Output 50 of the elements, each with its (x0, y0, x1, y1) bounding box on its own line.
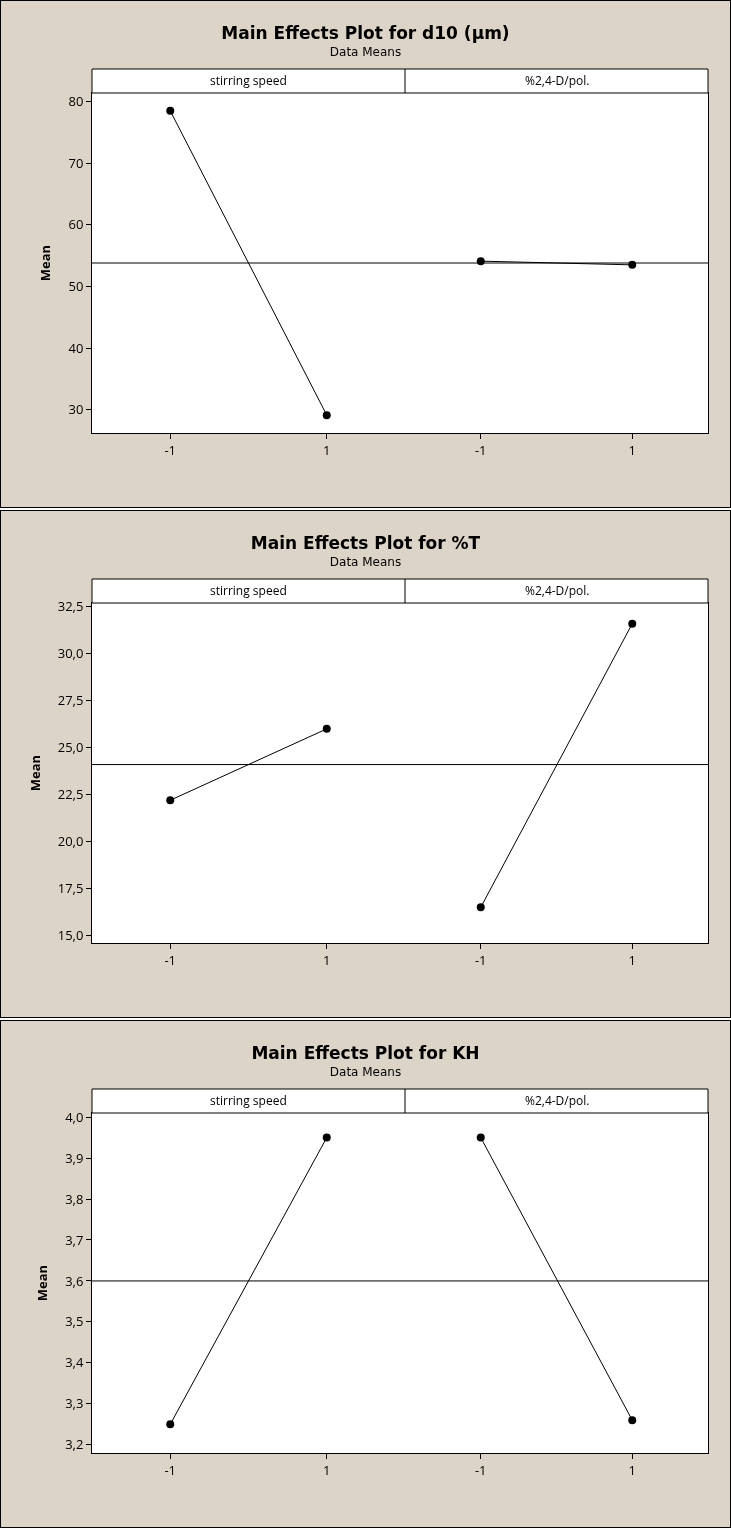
text: stirring speed (210, 1092, 287, 1109)
y-tick-label: 30,0 (57, 644, 84, 663)
y-tick-label: 3,2 (65, 1435, 84, 1454)
y-tick-label: 27,5 (57, 691, 84, 710)
y-tick-label: 15,0 (57, 926, 84, 945)
y-tick-label: 30 (68, 400, 84, 419)
y-tick-label: 3,7 (65, 1230, 84, 1249)
x-tick-label: 1 (628, 1460, 636, 1479)
chart-title: Main Effects Plot for d10 (µm) (220, 23, 511, 43)
y-tick-label: 50 (68, 276, 84, 295)
y-tick-label: 3,4 (65, 1353, 84, 1372)
x-tick-label: -1 (164, 950, 177, 969)
y-axis-title: Mean (33, 1264, 52, 1302)
x-tick-label: 1 (323, 950, 331, 969)
y-tick-label: 3,8 (65, 1189, 84, 1208)
y-tick-label: 3,6 (65, 1271, 84, 1290)
x-tick-label: -1 (164, 1460, 177, 1479)
text: %2,4-D/pol. (525, 1092, 590, 1109)
y-tick-label: 3,9 (65, 1148, 84, 1167)
x-tick-label: 1 (323, 1460, 331, 1479)
chart-subtitle: Data Means (328, 1065, 403, 1079)
y-tick-label: 20,0 (57, 832, 84, 851)
x-tick-label: -1 (164, 440, 177, 459)
y-tick-label: 3,5 (65, 1312, 84, 1331)
chart-title: Main Effects Plot for KH (250, 1043, 481, 1063)
y-tick-label: 60 (68, 215, 84, 234)
x-tick-label: 1 (628, 950, 636, 969)
chart-subtitle: Data Means (328, 555, 403, 569)
x-tick-label: -1 (474, 440, 487, 459)
y-tick-label: 80 (68, 92, 84, 111)
y-axis-title: Mean (36, 244, 55, 282)
y-tick-label: 32,5 (57, 597, 84, 616)
y-axis-title: Mean (25, 754, 44, 792)
x-tick-label: 1 (628, 440, 636, 459)
y-tick-label: 25,0 (57, 738, 84, 757)
x-tick-label: -1 (474, 950, 487, 969)
chart-subtitle: Data Means (328, 45, 403, 59)
text: %2,4-D/pol. (525, 582, 590, 599)
y-tick-label: 17,5 (57, 879, 84, 898)
y-tick-label: 3,3 (65, 1394, 84, 1413)
y-tick-label: 4,0 (65, 1107, 84, 1126)
x-tick-label: -1 (474, 1460, 487, 1479)
text: stirring speed (210, 582, 287, 599)
text: stirring speed (210, 72, 287, 89)
y-tick-label: 70 (68, 153, 84, 172)
text: %2,4-D/pol. (525, 72, 590, 89)
x-tick-label: 1 (323, 440, 331, 459)
y-tick-label: 40 (68, 338, 84, 357)
chart-title: Main Effects Plot for %T (249, 533, 482, 553)
y-tick-label: 22,5 (57, 785, 84, 804)
